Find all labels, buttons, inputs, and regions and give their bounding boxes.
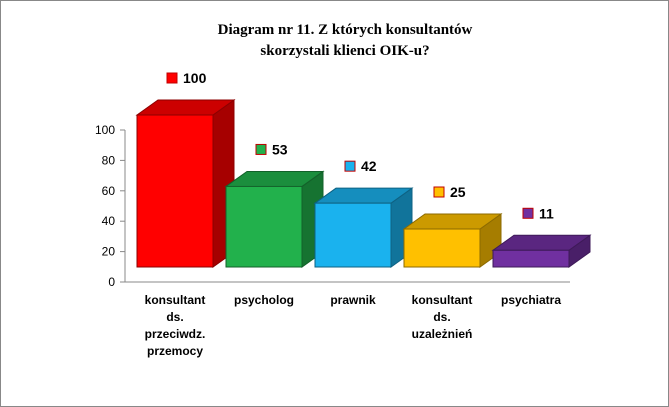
bar-front <box>225 185 303 268</box>
y-tick-label: 0 <box>108 275 115 289</box>
value-label: 42 <box>361 158 377 174</box>
value-label-key <box>344 160 356 172</box>
value-label-key <box>433 186 445 198</box>
x-tick-label: prawnik <box>330 293 376 307</box>
value-label: 100 <box>183 70 207 86</box>
bar-front <box>136 114 214 268</box>
x-tick-label: konsultant ds. przeciwdz. przemocy <box>145 293 206 358</box>
y-tick-label: 20 <box>102 245 116 259</box>
value-label-key <box>166 72 178 84</box>
x-tick-label: psycholog <box>234 293 294 307</box>
y-tick-label: 80 <box>102 153 116 167</box>
y-tick-label: 100 <box>95 123 115 137</box>
bar <box>313 187 414 268</box>
x-tick-label: psychiatra <box>501 293 561 307</box>
value-label: 53 <box>272 141 288 157</box>
bar <box>135 99 236 268</box>
bar-front <box>403 228 481 268</box>
bar <box>402 213 503 268</box>
chart-title: Diagram nr 11. Z których konsultantów sko… <box>218 22 473 59</box>
y-tick-label: 60 <box>102 184 116 198</box>
bar-front <box>314 202 392 268</box>
x-tick-label: konsultant ds. uzależnień <box>412 293 473 341</box>
bar <box>224 170 325 268</box>
value-label: 25 <box>450 184 466 200</box>
value-label: 11 <box>539 205 554 221</box>
value-label-key <box>522 207 534 219</box>
value-label-key <box>255 143 267 155</box>
bar <box>491 234 592 268</box>
bar-front <box>492 249 570 268</box>
y-tick-label: 40 <box>102 214 116 228</box>
